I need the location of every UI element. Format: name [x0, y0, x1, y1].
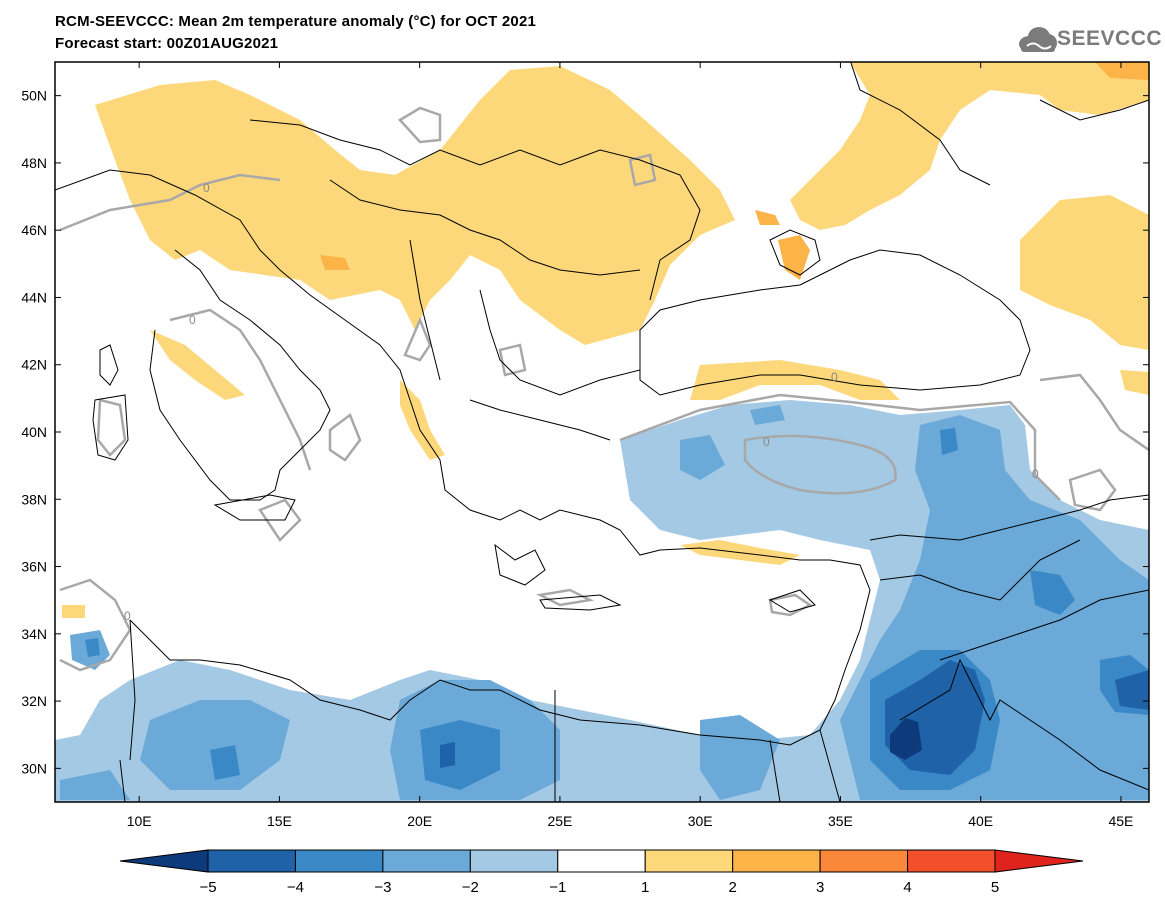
seevccc-logo-text: SEEVCCC: [1057, 27, 1163, 50]
lon-tick-label: 30E: [688, 813, 713, 829]
lon-tick-label: 45E: [1108, 813, 1133, 829]
lon-tick-label: 10E: [127, 813, 152, 829]
colorbar-label: −5: [199, 879, 216, 896]
contour-label: 0: [203, 181, 210, 195]
colorbar-label: 3: [816, 879, 824, 896]
contour-labels: 0 0 0 0 0 0: [124, 181, 1039, 623]
lat-tick-label: 32N: [21, 693, 47, 709]
colorbar-swatch: [732, 849, 821, 873]
lon-tick-label: 15E: [267, 813, 292, 829]
colorbar-swatch: [907, 849, 996, 873]
zero-anomaly-contours: [59, 106, 1149, 672]
lat-tick-label: 48N: [21, 155, 47, 171]
colorbar-swatch: [557, 849, 646, 873]
contour-label: 0: [831, 370, 838, 384]
colorbar-label: 2: [728, 879, 736, 896]
colorbar-swatch: [819, 849, 909, 873]
colorbar-label: −4: [287, 879, 304, 896]
lat-tick-label: 38N: [21, 491, 47, 507]
colorbar: −5 −4 −3 −2 −1 1 2 3 4 5: [119, 849, 1084, 896]
lon-tick-label: 40E: [968, 813, 993, 829]
contour-label: 0: [124, 609, 131, 623]
contour-label: 0: [1032, 467, 1039, 481]
colorbar-label: 1: [641, 879, 649, 896]
colorbar-label: 4: [903, 879, 911, 896]
lat-tick-label: 50N: [21, 88, 47, 104]
lat-tick-label: 30N: [21, 760, 47, 776]
colorbar-swatch: [294, 849, 384, 873]
colorbar-swatch: [644, 849, 734, 873]
colorbar-swatch: [382, 849, 471, 873]
lat-tick-label: 46N: [21, 222, 47, 238]
strong-warm-spots: [320, 62, 1149, 280]
contour-label: 0: [763, 435, 770, 449]
colorbar-max-triangle: [994, 849, 1084, 873]
cool-anomaly-level-5: [890, 718, 922, 760]
map-plot-area: [55, 62, 1149, 802]
forecast-start-label: Forecast start: 00Z01AUG2021: [55, 35, 279, 52]
colorbar-label: −2: [462, 879, 479, 896]
lat-tick-label: 34N: [21, 626, 47, 642]
colorbar-label: −1: [549, 879, 566, 896]
lat-tick-label: 36N: [21, 559, 47, 575]
longitude-axis: 10E 15E 20E 25E 30E 35E 40E 45E: [127, 62, 1133, 829]
lon-tick-label: 20E: [407, 813, 432, 829]
cloud-icon: [1019, 27, 1057, 52]
lon-tick-label: 25E: [547, 813, 572, 829]
contour-label: 0: [189, 313, 196, 327]
lat-tick-label: 42N: [21, 357, 47, 373]
lon-tick-label: 35E: [828, 813, 853, 829]
colorbar-min-triangle: [119, 849, 209, 873]
colorbar-label: −3: [374, 879, 391, 896]
lat-tick-label: 40N: [21, 424, 47, 440]
colorbar-swatch: [207, 849, 296, 873]
latitude-axis: 30N 32N 34N 36N 38N 40N 42N 44N 46N 48N 50N: [21, 88, 1149, 776]
lat-tick-label: 44N: [21, 289, 47, 305]
coastlines-and-borders: [55, 62, 1149, 802]
map-title: RCM-SEEVCCC: Mean 2m temperature anomaly…: [55, 13, 537, 30]
colorbar-swatch: [469, 849, 559, 873]
colorbar-label: 5: [991, 879, 999, 896]
